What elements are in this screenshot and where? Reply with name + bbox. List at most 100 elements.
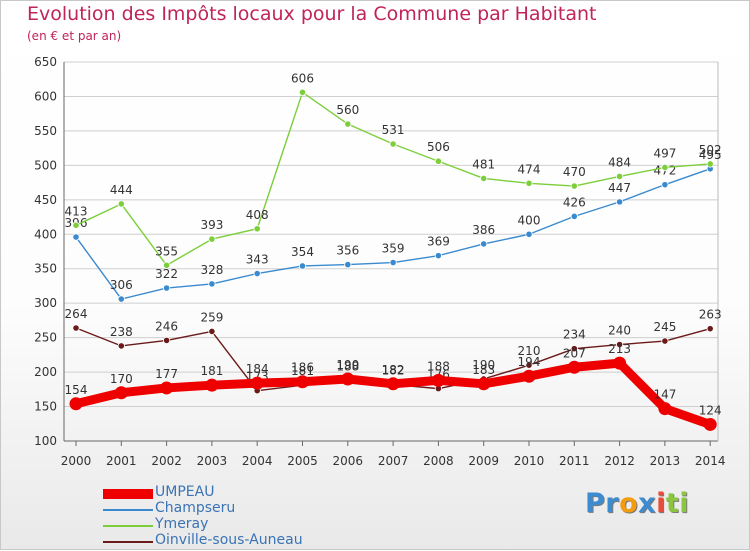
data-point-ymeray-2012 (615, 172, 624, 180)
data-point-ymeray-2009 (480, 174, 488, 183)
y-tick-label-350: 350 (34, 262, 57, 276)
data-point-champseru-2008 (434, 252, 442, 260)
data-label-oinville-sous-auneau-2009: 190 (472, 358, 495, 372)
data-point-ymeray-2008 (434, 157, 442, 165)
data-label-umpeau-2005: 186 (291, 361, 314, 375)
y-tick-label-650: 650 (34, 55, 57, 69)
data-point-ymeray-2006 (344, 120, 352, 128)
data-label-ymeray-2009: 481 (472, 157, 495, 171)
y-tick-label-450: 450 (34, 193, 57, 207)
y-tick-label-400: 400 (34, 227, 57, 241)
data-label-oinville-sous-auneau-2006: 188 (336, 359, 359, 373)
legend-label-umpeau: UMPEAU (155, 484, 215, 500)
data-point-ymeray-2013 (661, 163, 669, 172)
data-point-ymeray-2000 (72, 221, 80, 229)
data-label-ymeray-2003: 393 (200, 218, 223, 232)
data-label-oinville-sous-auneau-2003: 259 (200, 310, 223, 324)
x-tick-label-2008: 2008 (423, 454, 454, 468)
logo-part-1: Pr (585, 488, 620, 519)
y-tick-label-300: 300 (34, 296, 57, 310)
logo-part-2: o (619, 488, 639, 519)
chart-subtitle: (en € et par an) (27, 29, 122, 43)
legend-swatch-champseru (103, 509, 153, 511)
data-label-ymeray-2011: 470 (563, 165, 586, 179)
data-label-champseru-2002: 322 (155, 267, 178, 281)
x-tick-label-2010: 2010 (514, 454, 545, 468)
data-point-champseru-2009 (480, 240, 488, 248)
data-point-umpeau-2006 (341, 372, 355, 386)
x-tick-label-2014: 2014 (695, 454, 726, 468)
data-point-umpeau-2000 (69, 397, 83, 411)
x-tick-label-2009: 2009 (468, 454, 499, 468)
data-label-umpeau-2012: 213 (608, 342, 631, 356)
data-point-oinville-sous-auneau-2002 (163, 336, 171, 344)
data-point-ymeray-2010 (525, 179, 533, 187)
data-label-oinville-sous-auneau-2010: 210 (518, 344, 541, 358)
data-label-umpeau-2010: 194 (518, 355, 541, 369)
y-tick-label-150: 150 (34, 400, 57, 414)
data-point-champseru-2007 (389, 258, 397, 267)
data-point-champseru-2001 (117, 295, 125, 303)
data-point-champseru-2006 (344, 260, 352, 269)
data-point-ymeray-2002 (163, 261, 171, 269)
data-label-ymeray-2006: 560 (336, 103, 359, 117)
x-tick-label-2013: 2013 (650, 454, 681, 468)
data-point-oinville-sous-auneau-2014 (706, 325, 714, 333)
data-label-ymeray-2012: 484 (608, 155, 631, 169)
y-tick-label-200: 200 (34, 365, 57, 379)
data-label-ymeray-2005: 606 (291, 71, 314, 85)
data-point-oinville-sous-auneau-2011 (570, 345, 578, 353)
data-point-oinville-sous-auneau-2000 (72, 324, 80, 332)
proxiti-logo: Proxiti (585, 488, 689, 519)
x-tick-label-2011: 2011 (559, 454, 590, 468)
data-label-umpeau-2004: 184 (246, 362, 269, 376)
data-point-oinville-sous-auneau-2001 (117, 342, 125, 350)
data-label-champseru-2004: 343 (246, 253, 269, 267)
x-tick-label-2003: 2003 (197, 454, 228, 468)
x-tick-label-2000: 2000 (61, 454, 92, 468)
y-tick-label-600: 600 (34, 89, 57, 103)
data-label-ymeray-2004: 408 (246, 208, 269, 222)
y-tick-label-550: 550 (34, 124, 57, 138)
data-label-champseru-2005: 354 (291, 245, 314, 259)
data-point-ymeray-2003 (208, 235, 216, 243)
data-point-umpeau-2014 (703, 417, 717, 431)
logo-part-5: ti (665, 488, 690, 519)
data-label-umpeau-2001: 170 (110, 372, 133, 386)
data-point-champseru-2011 (570, 212, 578, 220)
data-label-umpeau-2011: 207 (563, 346, 586, 360)
data-point-umpeau-2004 (250, 376, 264, 390)
x-tick-label-2002: 2002 (151, 454, 182, 468)
data-point-umpeau-2002 (160, 381, 174, 395)
data-point-oinville-sous-auneau-2010 (525, 361, 533, 369)
data-point-umpeau-2013 (658, 402, 672, 416)
data-label-ymeray-2008: 506 (427, 140, 450, 154)
data-point-umpeau-2009 (477, 377, 491, 391)
data-point-oinville-sous-auneau-2012 (615, 340, 624, 349)
data-point-oinville-sous-auneau-2013 (661, 337, 669, 345)
data-label-champseru-2014: 495 (699, 148, 722, 162)
data-point-umpeau-2008 (431, 373, 445, 387)
data-point-umpeau-2001 (114, 386, 128, 400)
data-label-champseru-2012: 447 (608, 181, 631, 195)
data-label-umpeau-2007: 182 (382, 363, 405, 377)
data-label-oinville-sous-auneau-2013: 245 (653, 320, 676, 334)
data-label-umpeau-2003: 181 (200, 364, 223, 378)
y-tick-label-500: 500 (34, 158, 57, 172)
data-point-ymeray-2004 (253, 225, 261, 233)
x-tick-label-2001: 2001 (106, 454, 137, 468)
x-tick-label-2005: 2005 (287, 454, 318, 468)
data-label-ymeray-2010: 474 (518, 162, 541, 176)
data-label-umpeau-2006: 190 (336, 358, 359, 372)
data-point-champseru-2012 (615, 198, 624, 206)
data-point-oinville-sous-auneau-2003 (208, 327, 216, 336)
data-label-umpeau-2008: 188 (427, 359, 450, 373)
data-label-oinville-sous-auneau-2005: 181 (291, 364, 314, 378)
data-point-champseru-2003 (208, 280, 216, 288)
data-point-umpeau-2011 (567, 360, 581, 374)
data-label-oinville-sous-auneau-2012: 240 (608, 324, 631, 338)
data-label-champseru-2008: 369 (427, 235, 450, 249)
data-label-oinville-sous-auneau-2014: 263 (699, 308, 722, 322)
